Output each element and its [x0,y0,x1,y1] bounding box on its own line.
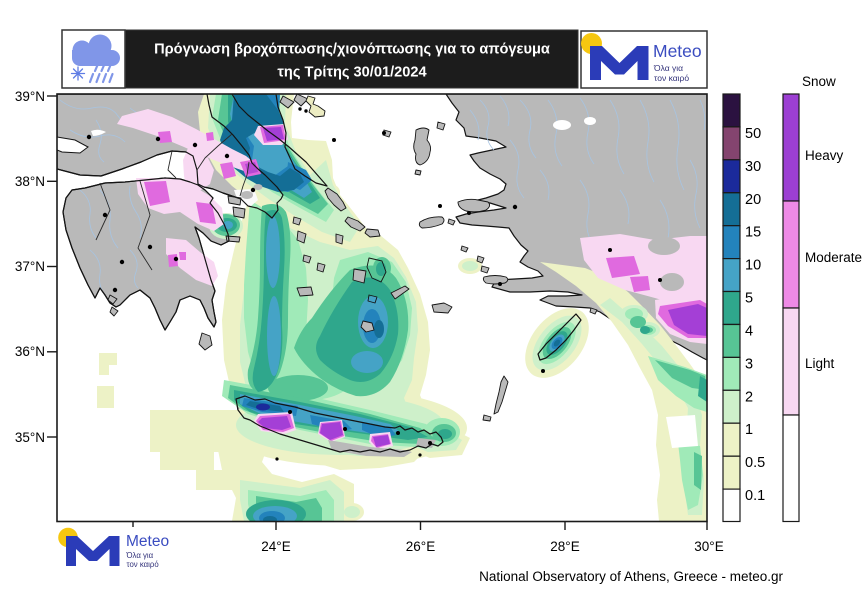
svg-text:Πρόγνωση βροχόπτωσης/χιονόπτωσ: Πρόγνωση βροχόπτωσης/χιονόπτωσης για το … [154,42,550,58]
svg-text:26°E: 26°E [406,539,435,554]
svg-text:38°N: 38°N [15,174,45,189]
svg-text:Όλα για: Όλα για [653,63,683,73]
svg-text:3: 3 [745,356,753,372]
svg-text:τον καιρό: τον καιρό [127,560,160,569]
svg-text:30°E: 30°E [694,539,723,554]
svg-text:28°E: 28°E [550,539,579,554]
svg-text:39°N: 39°N [15,89,45,104]
svg-text:30: 30 [745,159,761,175]
svg-text:Meteo: Meteo [653,41,702,61]
svg-text:τον καιρό: τον καιρό [654,73,689,83]
svg-text:National Observatory of Athens: National Observatory of Athens, Greece -… [479,569,783,584]
svg-text:10: 10 [745,258,761,274]
svg-text:Light: Light [805,356,835,371]
svg-text:5: 5 [745,291,753,307]
svg-text:4: 4 [745,324,753,340]
svg-text:Όλα για: Όλα για [126,551,154,560]
svg-text:50: 50 [745,126,761,142]
svg-text:15: 15 [745,225,761,241]
svg-text:1: 1 [745,422,753,438]
svg-text:36°N: 36°N [15,344,45,359]
svg-text:της Τρίτης 30/01/2024: της Τρίτης 30/01/2024 [277,65,427,81]
svg-text:35°N: 35°N [15,430,45,445]
svg-text:24°E: 24°E [261,539,290,554]
svg-text:0.1: 0.1 [745,488,765,504]
svg-text:0.5: 0.5 [745,455,765,471]
svg-text:Moderate: Moderate [805,250,862,265]
svg-text:2: 2 [745,389,753,405]
svg-text:Heavy: Heavy [805,148,844,163]
svg-text:37°N: 37°N [15,259,45,274]
svg-text:20: 20 [745,192,761,208]
svg-text:Snow: Snow [802,74,836,89]
svg-text:Meteo: Meteo [126,533,169,550]
